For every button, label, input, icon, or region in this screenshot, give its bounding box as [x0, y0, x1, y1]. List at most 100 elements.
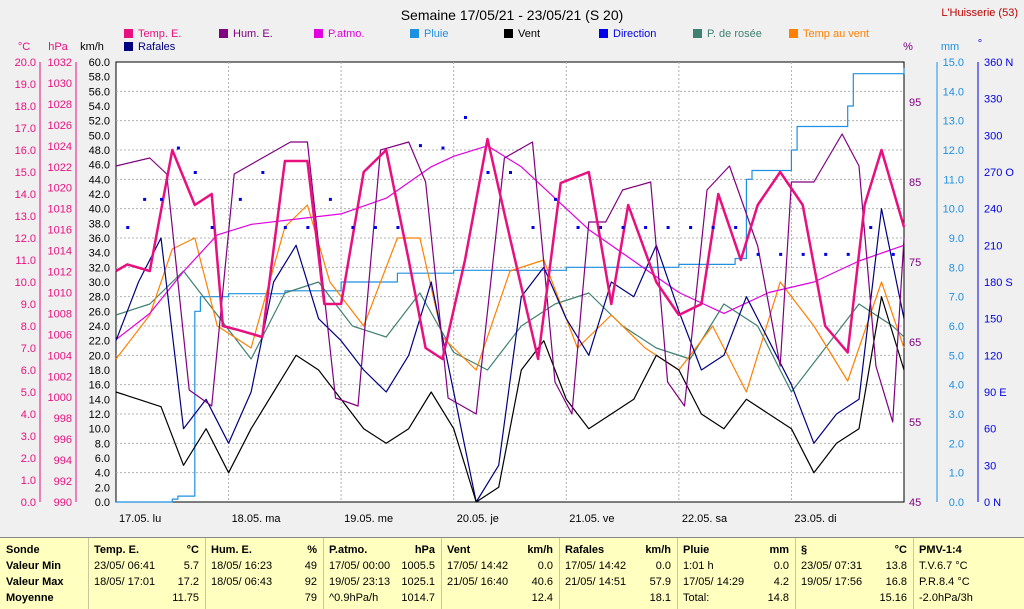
- series-line-rafales: [115, 208, 905, 503]
- x-tick-label: 23.05. di: [794, 513, 836, 525]
- rain-tick-label: 1.0: [949, 468, 964, 480]
- summary-labels: Sonde Valeur Min Valeur Max Moyenne: [0, 538, 89, 609]
- hum-head: Hum. E.: [211, 544, 252, 556]
- direction-point: [441, 146, 445, 150]
- unit-press: hPa: [48, 41, 68, 53]
- temp-tick-label: 6.0: [21, 365, 36, 377]
- direction-point: [160, 197, 164, 201]
- hum-unit: %: [307, 544, 317, 556]
- wind-tick-label: 26.0: [89, 306, 110, 318]
- wind-tick-label: 56.0: [89, 86, 110, 98]
- temp-max: 17.2: [177, 576, 199, 588]
- temp-tick-label: 17.0: [15, 123, 36, 135]
- direction-point: [463, 116, 467, 119]
- wind-tick-label: 58.0: [89, 72, 110, 84]
- wind-tick-label: 44.0: [89, 174, 110, 186]
- press-tick-label: 1028: [48, 99, 72, 111]
- dir-tick-label: 120: [984, 350, 1002, 362]
- temp-min: 5.7: [183, 560, 199, 572]
- temp-avg: 11.75: [172, 592, 199, 604]
- direction-point: [143, 197, 147, 201]
- wind-tick-label: 8.0: [95, 438, 110, 450]
- rain-r2: 17/05/ 14:29: [683, 576, 745, 588]
- press-tick-label: 1030: [48, 78, 72, 90]
- chart-title: Semaine 17/05/21 - 23/05/21 (S 20): [401, 7, 624, 23]
- press-tick-label: 998: [54, 413, 72, 425]
- legend-label: Vent: [518, 28, 540, 40]
- direction-point: [396, 226, 400, 229]
- summary-press: P.atmo. hPa 17/05/ 00:00 1005.5 19/05/ 2…: [324, 538, 442, 609]
- wind-tick-label: 12.0: [89, 409, 110, 421]
- temp-tick-label: 2.0: [21, 453, 36, 465]
- gust-min: 0.0: [655, 560, 671, 572]
- hum-tick-label: 65: [909, 337, 921, 349]
- rain-unit: mm: [769, 544, 789, 556]
- press-tick-label: 1004: [48, 350, 72, 362]
- legend-swatch: [410, 29, 419, 38]
- temp-tick-label: 5.0: [21, 387, 36, 399]
- legend-swatch: [314, 29, 323, 38]
- temp-tick-label: 19.0: [15, 79, 36, 91]
- hum-tick-label: 45: [909, 497, 921, 509]
- unit-temp: °C: [18, 41, 30, 53]
- wind-max-time: 21/05/ 16:40: [447, 576, 509, 588]
- dir-tick-label: 30: [984, 460, 996, 472]
- legend-label: Direction: [613, 28, 656, 40]
- press-tick-label: 1024: [48, 141, 72, 153]
- rain-tick-label: 4.0: [949, 380, 964, 392]
- summary-gust: Rafales km/h 17/05/ 14:42 0.0 21/05/ 14:…: [560, 538, 678, 609]
- direction-point: [210, 226, 214, 229]
- hum-min: 49: [304, 560, 317, 572]
- direction-point: [689, 226, 693, 229]
- wind-tick-label: 48.0: [89, 145, 110, 157]
- press-tick-label: 994: [54, 455, 72, 467]
- sect-r1-value: 13.8: [885, 560, 907, 572]
- legend-label: Rafales: [138, 41, 176, 53]
- wind-tick-label: 60.0: [89, 57, 110, 69]
- wind-tick-label: 2.0: [95, 482, 110, 494]
- series-line-pluie: [116, 67, 905, 503]
- temp-head: Temp. E.: [94, 544, 140, 556]
- x-tick-label: 21.05. ve: [569, 513, 614, 525]
- press-tick-label: 1000: [48, 392, 72, 404]
- summary-rain: Pluie mm 1:01 h 0.0 17/05/ 14:29 4.2 Tot…: [678, 538, 796, 609]
- wind-tick-label: 54.0: [89, 101, 110, 113]
- wind-tick-label: 50.0: [89, 130, 110, 142]
- direction-point: [846, 252, 850, 256]
- rain-head: Pluie: [683, 544, 710, 556]
- unit-hum: %: [903, 41, 913, 53]
- wind-tick-label: 16.0: [89, 380, 110, 392]
- legend-label: P. de rosée: [707, 28, 762, 40]
- legend: Temp. E. Hum. E. P.atmo. Pluie Vent Direction…: [124, 28, 869, 53]
- dir-tick-label: 90 E: [984, 387, 1007, 399]
- wind-tick-label: 32.0: [89, 262, 110, 274]
- direction-point: [238, 197, 242, 201]
- wind-tick-label: 10.0: [89, 424, 110, 436]
- direction-point: [486, 171, 490, 174]
- direction-point: [193, 171, 197, 174]
- press-tick-label: 1018: [48, 204, 72, 216]
- sect-head: §: [801, 544, 808, 556]
- gust-avg: 18.1: [649, 592, 671, 604]
- wind-tick-label: 24.0: [89, 321, 110, 333]
- press-tick-label: 1032: [48, 57, 72, 69]
- grid: [116, 62, 904, 502]
- direction-point: [126, 226, 130, 229]
- pmv-r3: -2.0hPa/3h: [919, 592, 973, 604]
- temp-unit: °C: [186, 544, 199, 556]
- wind-tick-label: 6.0: [95, 453, 110, 465]
- summary-table: Sonde Valeur Min Valeur Max Moyenne Temp…: [0, 537, 1024, 609]
- rain-tick-label: 15.0: [943, 57, 964, 69]
- direction-point: [779, 252, 783, 256]
- temp-tick-label: 16.0: [15, 145, 36, 157]
- sect-unit: °C: [894, 544, 907, 556]
- weather-chart: Semaine 17/05/21 - 23/05/21 (S 20) L'Hui…: [15, 7, 1018, 525]
- hum-min-time: 18/05/ 16:23: [211, 560, 273, 572]
- temp-tick-label: 3.0: [21, 431, 36, 443]
- press-min-time: 17/05/ 00:00: [329, 560, 391, 572]
- series-group: [115, 67, 906, 503]
- rain-tick-label: 11.0: [943, 174, 964, 186]
- x-tick-label: 18.05. ma: [232, 513, 282, 525]
- row-label-avg: Moyenne: [6, 592, 54, 604]
- series-line-temp-e: [115, 137, 906, 361]
